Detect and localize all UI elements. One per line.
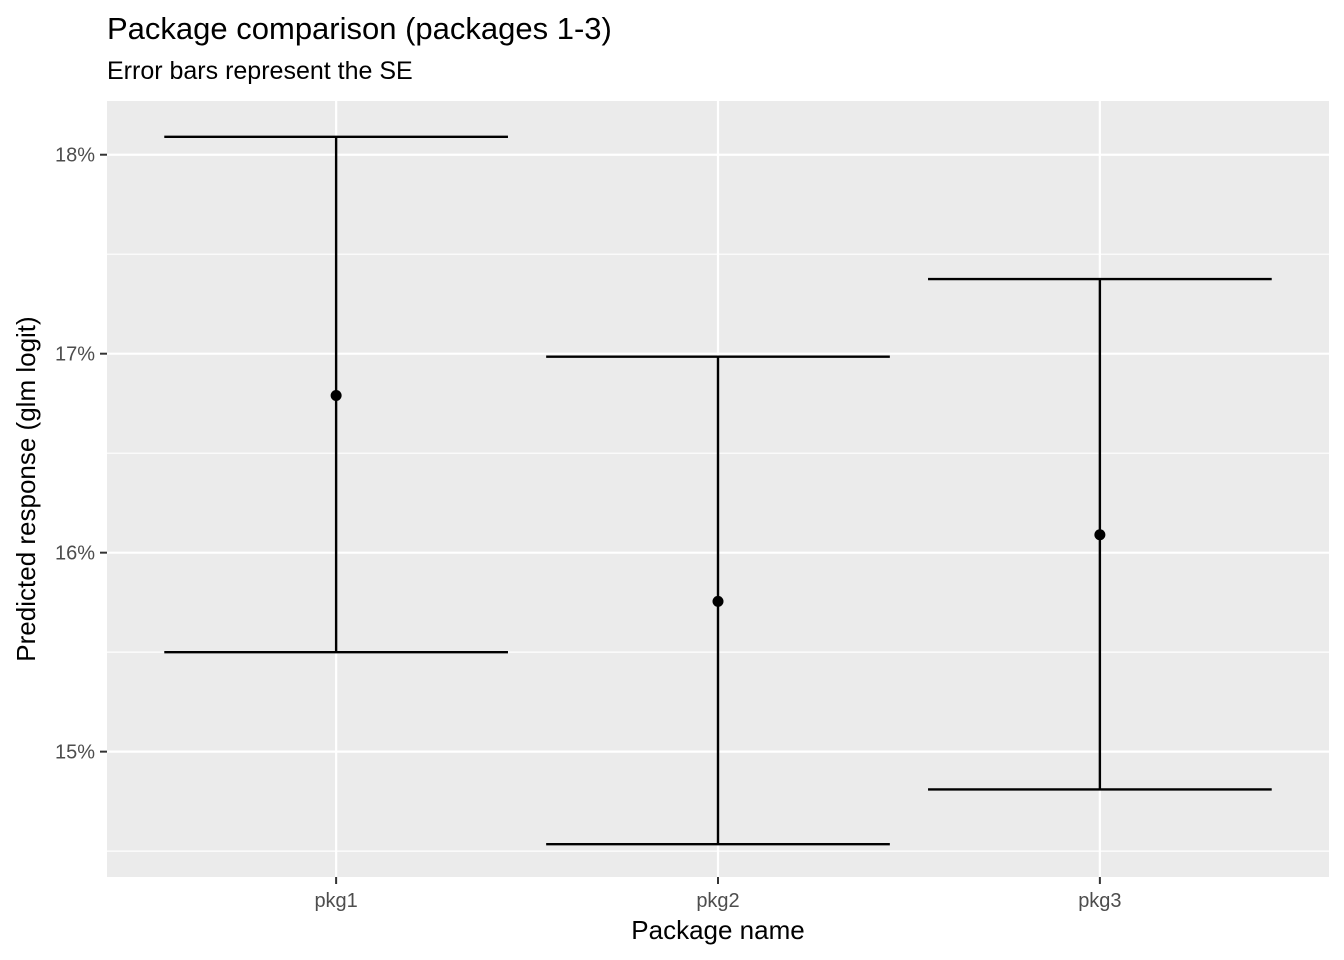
y-tick-label: 15% — [55, 742, 95, 764]
x-axis: pkg1 pkg2 pkg3 — [314, 877, 1122, 912]
point-pkg2 — [712, 595, 724, 607]
y-tick-label: 17% — [55, 344, 95, 366]
y-axis-title: Predicted response (glm logit) — [11, 316, 41, 661]
y-tick-label: 16% — [55, 543, 95, 565]
y-axis: 15% 16% 17% 18% — [55, 145, 107, 764]
y-tick-label: 18% — [55, 145, 95, 167]
x-tick-label: pkg2 — [696, 890, 739, 912]
x-axis-title: Package name — [631, 915, 804, 945]
x-tick-label: pkg3 — [1078, 890, 1121, 912]
x-tick-label: pkg1 — [314, 890, 357, 912]
chart-title: Package comparison (packages 1-3) — [107, 11, 612, 46]
point-pkg1 — [330, 389, 342, 401]
points — [330, 389, 1106, 607]
point-pkg3 — [1094, 529, 1106, 541]
chart-subtitle: Error bars represent the SE — [107, 57, 413, 85]
